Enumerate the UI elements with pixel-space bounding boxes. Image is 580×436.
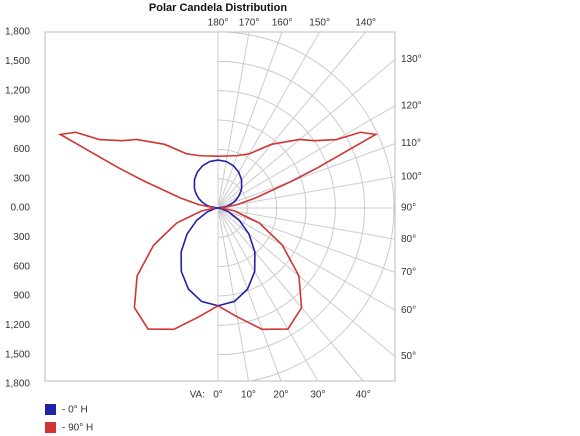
angle-tick-label: 80° — [401, 234, 416, 245]
angle-tick-label: 90° — [401, 203, 416, 214]
grid-line — [217, 59, 395, 209]
legend-swatch — [45, 422, 56, 433]
r-tick-label: 600 — [13, 144, 30, 155]
grid-line — [217, 207, 364, 381]
angle-tick-label: 120° — [401, 100, 422, 111]
series-line — [57, 131, 219, 331]
r-tick-label: 1,200 — [5, 85, 30, 96]
angle-tick-label: 110° — [401, 138, 421, 149]
series-line — [180, 159, 219, 307]
angle-tick-label: 180° — [208, 18, 229, 29]
grid-line — [217, 207, 282, 381]
r-tick-label: 900 — [13, 115, 30, 126]
grid — [217, 32, 395, 381]
r-tick-label: 300 — [13, 232, 30, 243]
r-tick-label: 300 — [13, 173, 30, 184]
r-tick-label: 1,200 — [5, 320, 30, 331]
angle-tick-label: 20° — [273, 390, 288, 401]
angle-tick-label: 60° — [401, 305, 416, 316]
r-tick-label: 900 — [13, 291, 30, 302]
grid-line — [217, 32, 367, 209]
chart-title: Polar Candela Distribution — [149, 2, 287, 14]
angle-tick-label: 130° — [401, 54, 422, 65]
angle-tick-label: 170° — [239, 18, 260, 29]
grid-line — [217, 207, 395, 273]
r-tick-label: 600 — [13, 261, 30, 272]
grid-line — [217, 143, 395, 209]
grid-line — [217, 207, 319, 381]
grid-line — [217, 32, 321, 209]
angle-axis-label: VA: — [190, 390, 205, 401]
series-line — [217, 131, 379, 331]
grid-line — [217, 207, 395, 240]
angle-tick-label: 160° — [272, 18, 293, 29]
legend-swatch — [45, 404, 56, 415]
grid-line — [217, 207, 249, 381]
angle-tick-label: 140° — [355, 18, 376, 29]
angle-tick-label: 40° — [356, 390, 371, 401]
grid-line — [217, 176, 395, 209]
angle-tick-label: 100° — [401, 171, 422, 182]
r-tick-label: 1,500 — [5, 56, 30, 67]
angle-tick-label: 30° — [310, 390, 325, 401]
legend-label: - 90° H — [62, 423, 93, 434]
angle-tick-label: 0° — [213, 390, 223, 401]
angle-tick-label: 150° — [309, 18, 330, 29]
grid-line — [217, 207, 395, 311]
grid-line — [217, 32, 283, 209]
grid-line — [217, 32, 250, 209]
r-tick-label: 1,500 — [5, 349, 30, 360]
angle-tick-label: 50° — [401, 351, 416, 362]
legend-label: - 0° H — [62, 405, 88, 416]
angle-tick-label: 10° — [241, 390, 256, 401]
r-tick-label: 1,800 — [5, 27, 30, 38]
series-line — [217, 159, 256, 307]
r-tick-label: 0.00 — [11, 203, 31, 214]
r-tick-label: 1,800 — [5, 379, 30, 390]
grid-line — [217, 105, 395, 209]
angle-tick-label: 70° — [401, 267, 416, 278]
